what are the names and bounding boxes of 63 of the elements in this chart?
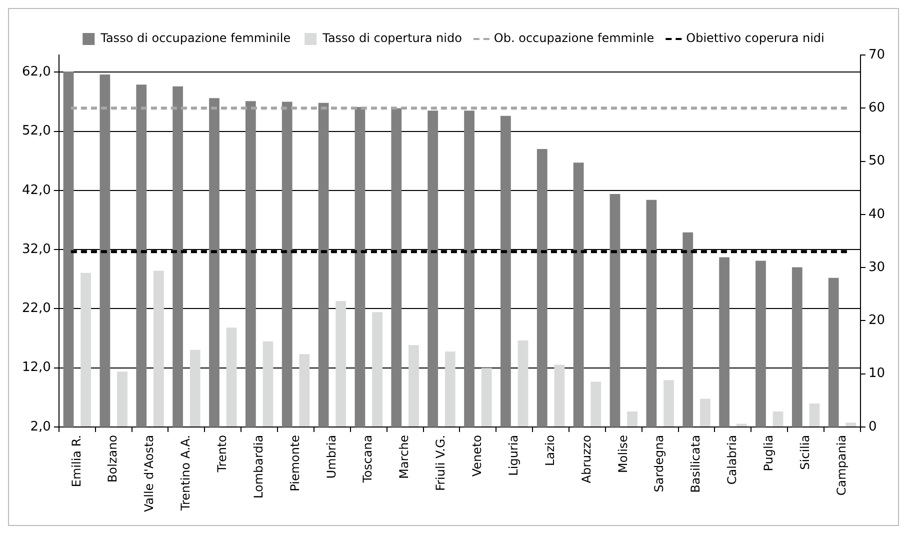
x-tick-label: Sicilia — [798, 434, 812, 470]
x-tick-label: Trento — [215, 434, 230, 474]
x-tick-label: Veneto — [470, 434, 484, 477]
y2-tick-label: 70 — [868, 47, 886, 62]
bar — [518, 340, 528, 426]
bar — [700, 398, 710, 426]
x-tick-label: Emilia R. — [69, 434, 84, 488]
y-tick-label: 42,0 — [22, 182, 51, 198]
x-tick-label: Toscana — [360, 434, 375, 484]
bar — [408, 345, 419, 426]
x-tick-label: Campania — [834, 434, 848, 496]
bar — [299, 354, 310, 426]
x-tick-label: Liguria — [506, 434, 520, 476]
x-tick-label: Basilicata — [688, 434, 703, 493]
x-tick-label: Puglia — [762, 434, 776, 472]
y2-tick-label: 50 — [868, 154, 886, 169]
bar — [481, 368, 492, 426]
x-tick-label: Trentino A.A. — [178, 434, 193, 512]
x-tick-label: Calabria — [725, 434, 740, 485]
y-tick-label: 12,0 — [22, 360, 51, 376]
x-tick-label: Bolzano — [106, 434, 120, 482]
bar — [590, 382, 602, 426]
bar — [554, 364, 565, 426]
y-tick-label: 22,0 — [22, 301, 51, 316]
x-tick-label: Friuli V.G. — [434, 434, 448, 491]
bar — [736, 424, 747, 426]
x-tick-label: Marche — [397, 434, 412, 479]
bar — [444, 351, 456, 426]
bar — [190, 350, 200, 426]
bar — [772, 412, 784, 426]
bar — [336, 301, 346, 426]
x-tick-label: Umbria — [324, 434, 338, 479]
bar — [846, 422, 856, 426]
bar — [809, 404, 820, 426]
bar — [80, 272, 92, 426]
y2-tick-label: 0 — [868, 419, 877, 434]
bar — [153, 270, 164, 426]
y-tick-label: 62,0 — [22, 64, 51, 80]
legend-label: Tasso di occupazione femminile — [100, 31, 291, 46]
x-tick-label: Sardegna — [652, 434, 666, 492]
y-tick-label: 32,0 — [22, 242, 51, 257]
x-tick-label: Lazio — [542, 434, 557, 466]
y2-tick-label: 30 — [868, 260, 886, 275]
x-tick-label: Abruzzo — [579, 434, 594, 484]
y2-tick-label: 60 — [868, 100, 886, 116]
legend-label: Obiettivo coperura nidi — [686, 31, 824, 46]
bar — [372, 312, 382, 426]
y2-tick-label: 20 — [868, 313, 886, 328]
bar — [627, 412, 638, 426]
y2-tick-label: 40 — [868, 206, 886, 222]
x-tick-label: Lombardia — [251, 434, 266, 498]
y2-tick-label: 10 — [868, 366, 886, 382]
y-tick-label: 2,0 — [30, 419, 51, 434]
x-tick-label: Molise — [616, 434, 630, 473]
bar — [117, 372, 128, 426]
y-tick-label: 52,0 — [22, 124, 51, 139]
legend-label: Tasso di copertura nido — [322, 31, 462, 46]
bar — [226, 328, 237, 426]
x-tick-label: Piemonte — [288, 434, 302, 492]
x-tick-label: Valle d'Aosta — [142, 434, 156, 512]
legend-label: Ob. occupazione femminle — [494, 31, 654, 46]
bar — [262, 341, 274, 426]
bar — [664, 380, 674, 426]
